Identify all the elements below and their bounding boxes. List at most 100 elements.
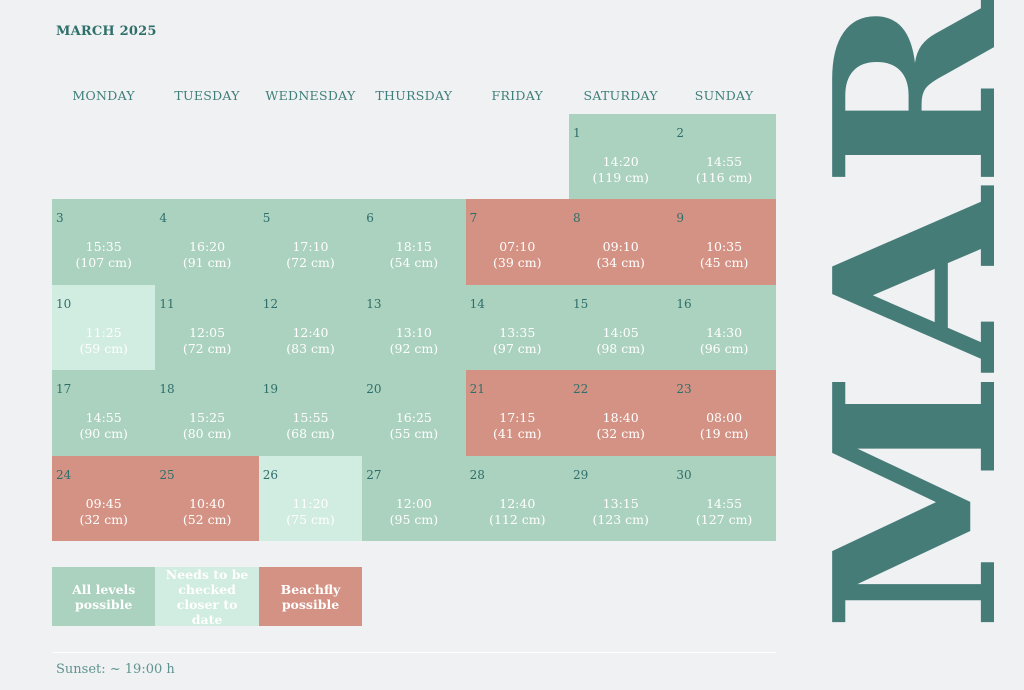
weekday-sunday: SUNDAY <box>694 88 754 103</box>
day-cell-17: 17 14:55 (90 cm) <box>52 370 156 456</box>
day-number: 5 <box>262 211 271 226</box>
tide-time: 12:40 <box>292 324 329 340</box>
weekday-header-row: MONDAY TUESDAY WEDNESDAY THURSDAY FRIDAY… <box>52 88 776 106</box>
day-number: 4 <box>159 211 168 226</box>
day-cell-23: 23 08:00 (19 cm) <box>672 370 776 456</box>
tide-height: (95 cm) <box>389 511 439 527</box>
tide-height: (127 cm) <box>695 511 753 527</box>
day-cell-11: 11 12:05 (72 cm) <box>155 284 259 371</box>
footer-divider <box>52 652 776 653</box>
tide-time: 14:05 <box>602 324 639 340</box>
day-cell-4: 4 16:20 (91 cm) <box>155 199 259 285</box>
tide-height: (112 cm) <box>489 511 546 527</box>
tide-height: (72 cm) <box>182 340 232 356</box>
tide-time: 16:20 <box>189 239 226 255</box>
tide-time: 13:35 <box>499 324 536 340</box>
weekday-thursday: THURSDAY <box>375 88 453 103</box>
day-cell-10: 10 11:25 (59 cm) <box>52 284 156 371</box>
tide-height: (39 cm) <box>493 255 542 271</box>
tide-time: 12:00 <box>395 495 432 511</box>
day-cell-7: 7 07:10 (39 cm) <box>465 199 569 285</box>
day-cell-29: 29 13:15 (123 cm) <box>569 455 673 541</box>
tide-time: 14:55 <box>85 410 122 426</box>
tide-time: 09:45 <box>85 495 122 511</box>
tide-time: 16:25 <box>395 410 432 426</box>
day-cell-3: 3 15:35 (107 cm) <box>52 199 156 285</box>
day-cell-25: 25 10:40 (52 cm) <box>155 455 259 541</box>
tide-height: (116 cm) <box>695 170 753 185</box>
day-cell-12: 12 12:40 (83 cm) <box>258 284 363 371</box>
day-number: 22 <box>573 382 589 397</box>
day-cell-22: 22 18:40 (32 cm) <box>569 370 673 456</box>
tide-time: 14:30 <box>706 324 743 340</box>
day-cell-8: 8 09:10 (34 cm) <box>569 199 673 285</box>
tide-time: 14:55 <box>706 495 743 511</box>
tide-height: (34 cm) <box>596 255 645 271</box>
weekday-saturday: SATURDAY <box>583 88 658 103</box>
tide-time: 17:15 <box>499 410 536 426</box>
day-cell-5: 5 17:10 (72 cm) <box>258 199 363 285</box>
tide-height: (32 cm) <box>596 426 645 442</box>
tide-time: 13:15 <box>602 495 639 511</box>
day-cell-18: 18 15:25 (80 cm) <box>155 370 259 456</box>
day-number: 30 <box>676 467 692 482</box>
month-title: MARCH 2025 <box>56 24 157 39</box>
tide-height: (19 cm) <box>699 426 749 442</box>
day-number: 28 <box>469 467 485 482</box>
legend-all-levels-label: All levels possible <box>72 581 136 612</box>
legend: All levels possible Needs to be checked … <box>52 566 363 627</box>
day-cell-15: 15 14:05 (98 cm) <box>569 284 673 371</box>
tide-time: 18:15 <box>395 239 432 255</box>
weekday-monday: MONDAY <box>72 88 135 103</box>
month-side-label-text: MAR <box>816 0 1016 632</box>
day-number: 25 <box>159 467 175 482</box>
tide-height: (83 cm) <box>286 340 335 356</box>
day-number: 12 <box>262 296 279 311</box>
tide-time: 14:20 <box>602 154 639 169</box>
tide-height: (107 cm) <box>75 255 132 271</box>
tide-height: (75 cm) <box>286 511 335 527</box>
day-number: 27 <box>366 467 382 482</box>
legend-check-later: Needs to be checked closer to date <box>155 566 259 627</box>
tide-time: 11:25 <box>85 324 122 340</box>
day-cell-9: 9 10:35 (45 cm) <box>672 199 776 285</box>
day-number: 3 <box>56 211 64 226</box>
day-number: 18 <box>159 382 175 397</box>
tide-height: (92 cm) <box>389 340 439 356</box>
tide-height: (45 cm) <box>699 255 749 271</box>
tide-time: 18:40 <box>602 410 639 426</box>
day-cell-20: 20 16:25 (55 cm) <box>362 370 466 456</box>
day-number: 13 <box>366 296 382 311</box>
day-number: 8 <box>573 211 581 226</box>
tide-height: (97 cm) <box>493 340 542 356</box>
weekday-tuesday: TUESDAY <box>174 88 240 103</box>
tide-time: 10:40 <box>189 495 226 511</box>
day-number: 16 <box>676 296 692 311</box>
tide-time: 07:10 <box>499 239 536 255</box>
tide-height: (90 cm) <box>79 426 128 442</box>
tide-height: (41 cm) <box>493 426 542 442</box>
day-cell-1: 1 14:20 (119 cm) <box>569 114 673 200</box>
legend-beachfly-label: Beachfly possible <box>280 581 341 612</box>
day-cell-24: 24 09:45 (32 cm) <box>52 455 156 541</box>
day-cell-6: 6 18:15 (54 cm) <box>362 199 466 285</box>
day-cell-30: 30 14:55 (127 cm) <box>672 455 776 541</box>
day-number: 9 <box>676 211 685 226</box>
day-number: 10 <box>56 296 72 311</box>
day-number: 23 <box>676 382 692 397</box>
weekday-wednesday: WEDNESDAY <box>265 88 356 103</box>
tide-time: 15:25 <box>189 410 226 426</box>
legend-check-later-label: Needs to be checked closer to date <box>165 566 249 627</box>
tide-height: (96 cm) <box>699 340 749 356</box>
tide-height: (52 cm) <box>182 511 232 527</box>
tide-time: 08:00 <box>706 410 743 426</box>
tide-height: (59 cm) <box>79 340 128 356</box>
day-number: 20 <box>366 382 382 397</box>
day-number: 17 <box>56 382 72 397</box>
day-cell-2: 2 14:55 (116 cm) <box>672 114 776 200</box>
day-number: 24 <box>56 467 72 482</box>
tide-height: (72 cm) <box>286 255 335 271</box>
day-cell-26: 26 11:20 (75 cm) <box>258 455 363 541</box>
day-cell-21: 21 17:15 (41 cm) <box>465 370 569 456</box>
tide-time: 09:10 <box>602 239 639 255</box>
